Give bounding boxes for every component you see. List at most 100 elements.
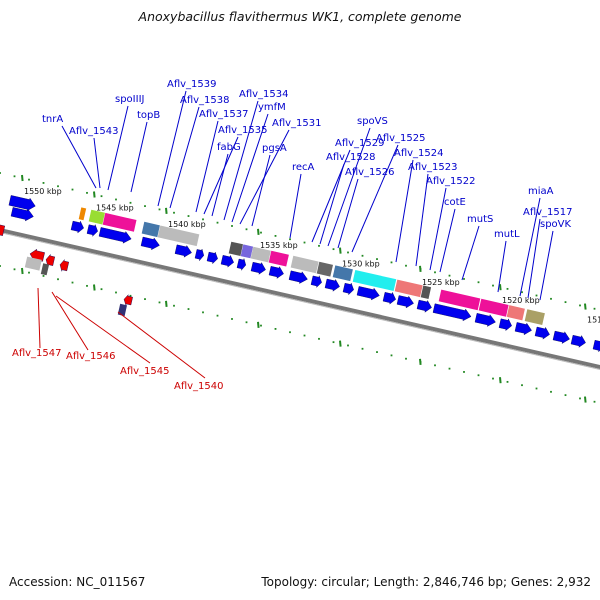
gene-block [88,209,105,225]
forward-gene-arrow [570,334,586,348]
forward-gene-label: miaA [528,186,554,197]
forward-label-leader [203,136,239,215]
gene-block [332,265,353,282]
inner-ring-dot [550,390,552,393]
reverse-label-leader [37,287,41,349]
kbp-label: 1535 kbp [260,241,298,250]
forward-gene-arrow [514,322,532,336]
outer-ring-dot [260,231,262,234]
inner-ring-dot [506,380,509,383]
forward-label-leader [289,173,302,239]
kbp-label: 1530 kbp [342,260,380,269]
outer-ring-dot [477,281,480,284]
major-tick-inner [165,300,168,308]
major-tick-inner [419,358,422,365]
major-tick-outer [339,247,342,254]
forward-gene-label: Aflv_1517 [523,207,573,218]
forward-gene-label: Aflv_1531 [272,118,322,129]
forward-label-leader [539,230,554,301]
inner-ring-dot [448,367,451,370]
reverse-label-leader [51,291,89,351]
outer-ring-dot [28,178,30,181]
forward-gene-label: Aflv_1539 [167,79,217,90]
gene-block [24,256,42,271]
outer-ring-dot [13,175,16,178]
forward-gene-label: Aflv_1522 [426,176,476,187]
inner-ring-dot [303,334,306,337]
backbone-highlight [0,231,600,371]
inner-ring-dot [492,377,494,380]
major-tick-inner [93,284,96,291]
forward-gene-label: fabG [217,142,241,153]
genome-backbone [0,227,600,371]
forward-label-leader [337,178,359,249]
major-tick-outer [257,228,260,236]
forward-gene-label: Aflv_1524 [394,148,444,159]
forward-gene-label: tnrA [42,114,63,125]
forward-gene-label: topB [137,110,160,121]
forward-gene-arrow [8,195,36,212]
inner-ring-dot [28,271,30,274]
inner-ring-dot [0,265,1,267]
inner-ring-dot [376,351,378,353]
inner-ring-dot [158,301,161,304]
gene-block [438,289,481,311]
gene-block [102,212,137,232]
reverse-label-leader [55,295,151,364]
major-tick-outer [93,191,96,198]
kbp-label: 1525 kbp [422,278,460,287]
gene-block [240,244,254,259]
outer-ring-dot [564,301,567,304]
inner-ring-dot [144,298,146,301]
gene-block [506,305,525,321]
forward-gene-arrow [250,261,266,275]
gene-block [268,250,289,267]
forward-label-leader [439,208,456,273]
outer-ring-dot [390,261,393,264]
inner-ring-dot [564,394,567,397]
inner-ring-dot [593,400,596,403]
map-title: Anoxybacillus flavithermus WK1, complete… [138,9,462,24]
forward-label-leader [351,144,399,253]
forward-gene-arrow [498,318,512,332]
forward-gene-label: spoIIIJ [115,94,144,105]
outer-ring-dot [0,172,1,174]
kbp-label: 1515 kbp [587,316,600,325]
inner-ring-dot [42,275,45,277]
outer-ring-dot [463,278,465,280]
forward-gene-label: mutL [494,229,520,240]
outer-ring-dot [550,297,552,300]
inner-ring-dot [187,308,190,310]
gene-block [40,263,50,276]
forward-gene-label: recA [292,162,315,173]
forward-gene-arrow [206,251,218,265]
major-tick-outer [21,174,24,182]
kbp-label: 1520 kbp [502,296,540,305]
inner-ring-dot [390,354,393,357]
forward-gene-arrow [194,248,205,261]
gene-block [316,261,333,277]
forward-label-leader [61,125,97,189]
forward-gene-label: pgsA [262,143,287,154]
forward-label-leader [429,187,447,271]
outer-ring-dot [448,274,451,277]
forward-gene-label: Aflv_1537 [199,109,249,120]
reverse-gene-label: Aflv_1545 [120,366,170,377]
forward-label-leader [157,90,187,207]
major-tick-outer [419,265,422,272]
forward-label-leader [311,149,351,243]
major-tick-inner [499,377,502,384]
gene-block [394,279,423,298]
forward-gene-label: Aflv_1534 [239,89,289,100]
inner-ring-dot [57,278,59,281]
outer-ring-dot [492,284,494,287]
gene-block [117,303,127,317]
forward-gene-arrow [592,339,600,353]
outer-ring-dot [289,238,291,241]
inner-ring-dot [13,268,16,271]
outer-ring-dot [434,271,436,274]
outer-ring-dot [57,185,59,188]
forward-gene-label: spoVS [357,116,388,127]
inner-ring-dot [260,324,262,327]
